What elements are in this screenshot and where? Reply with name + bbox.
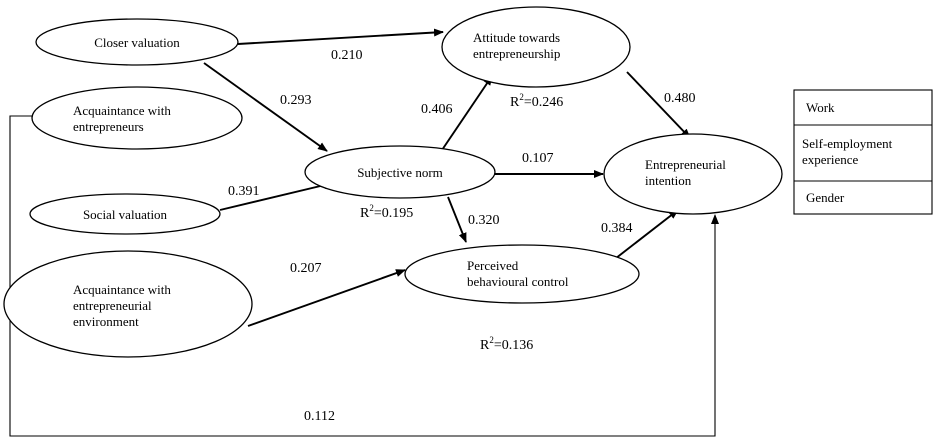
coef-social-to-norm: 0.391 [228, 184, 260, 199]
node-social-valuation-label: Social valuation [83, 207, 168, 222]
node-closer-valuation-label: Closer valuation [94, 35, 180, 50]
node-intention-label: Entrepreneurial intention [645, 157, 729, 188]
control-self-employment: Self-employment experience [802, 136, 896, 167]
node-acquaintance-environment [3, 250, 253, 358]
node-perceived-control [404, 244, 640, 304]
coef-norm-to-attitude: 0.406 [421, 102, 453, 117]
coef-attitude-to-intention: 0.480 [664, 91, 696, 106]
control-variables-table: Work Self-employment experience Gender [793, 89, 933, 215]
node-attitude [441, 6, 631, 88]
edge-social-to-norm [219, 181, 334, 211]
node-closer-valuation [35, 18, 239, 66]
edge-environment-to-control [247, 269, 406, 327]
r2-subjective-norm: R2=0.195 [360, 203, 413, 221]
edge-norm-to-attitude [441, 75, 493, 151]
r2-attitude: R2=0.246 [510, 92, 563, 110]
coef-closer-to-norm: 0.293 [280, 93, 312, 108]
coef-environment-to-control: 0.207 [290, 261, 322, 276]
node-attitude-label: Attitude towards entrepreneurship [473, 30, 563, 61]
r2-perceived-control: R2=0.136 [480, 335, 533, 353]
node-subjective-norm-label: Subjective norm [357, 165, 443, 180]
edge-norm-to-control [447, 196, 467, 243]
node-acquaintance-entrepreneurs-label: Acquaintance with entrepreneurs [73, 103, 174, 134]
coef-control-to-intention: 0.384 [601, 221, 633, 236]
edge-acquaintance-to-intention [9, 115, 719, 437]
node-social-valuation [29, 193, 221, 235]
coef-norm-to-intention: 0.107 [522, 151, 554, 166]
edge-control-to-intention [610, 209, 679, 263]
edge-closer-to-attitude [237, 28, 444, 45]
edge-closer-to-norm [203, 62, 328, 152]
control-work: Work [806, 100, 835, 115]
node-intention [603, 133, 783, 215]
edge-attitude-to-intention [626, 71, 691, 139]
coef-norm-to-control: 0.320 [468, 213, 500, 228]
coef-acquaintance-to-intention: 0.112 [304, 409, 335, 424]
node-acquaintance-entrepreneurs [31, 86, 243, 150]
node-perceived-control-label: Perceived behavioural control [467, 258, 569, 289]
coef-closer-to-attitude: 0.210 [331, 48, 363, 63]
node-acquaintance-environment-label: Acquaintance with entrepreneurial enviro… [73, 282, 174, 329]
node-subjective-norm [304, 145, 496, 199]
control-gender: Gender [806, 190, 845, 205]
